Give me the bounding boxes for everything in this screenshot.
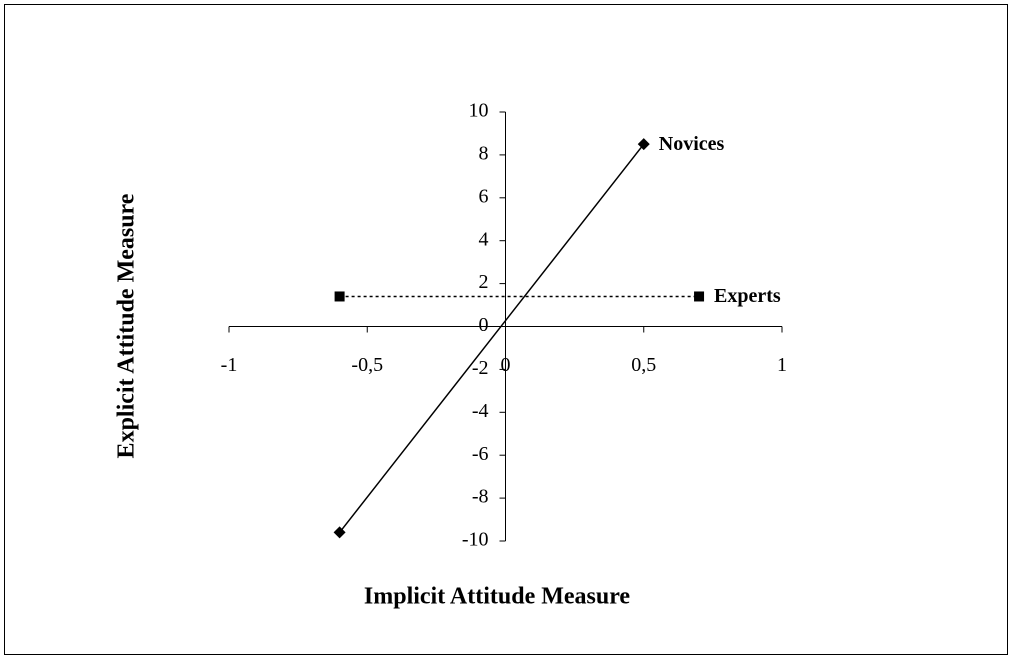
point [637, 138, 650, 151]
y-tick-label: -10 [462, 529, 489, 551]
y-tick-label: 2 [479, 271, 489, 293]
y-tick-label: -8 [472, 486, 489, 508]
x-tick-label: 0 [501, 354, 511, 376]
y-tick-label: -2 [472, 357, 489, 379]
y-tick-label: 10 [469, 100, 489, 122]
point [334, 291, 345, 302]
x-tick-label: 1 [777, 354, 787, 376]
x-tick-label: -1 [221, 354, 238, 376]
x-tick-label: -0,5 [351, 354, 383, 376]
y-axis-title: Explicit Attitude Measure [114, 193, 140, 458]
y-tick-label: 4 [479, 228, 489, 250]
y-tick-label: -6 [472, 443, 489, 465]
y-tick-label: -4 [472, 400, 489, 422]
series-line [339, 143, 645, 533]
series-label: Novices [659, 133, 725, 155]
y-tick-label: 0 [479, 314, 489, 336]
chart-frame [4, 4, 1008, 655]
y-tick-label: 8 [479, 142, 489, 164]
point [694, 291, 705, 302]
series-label: Experts [714, 285, 781, 307]
y-tick-label: 6 [479, 185, 489, 207]
x-tick-label: 0,5 [631, 354, 656, 376]
point [333, 526, 346, 539]
x-axis-title: Implicit Attitude Measure [364, 584, 631, 610]
